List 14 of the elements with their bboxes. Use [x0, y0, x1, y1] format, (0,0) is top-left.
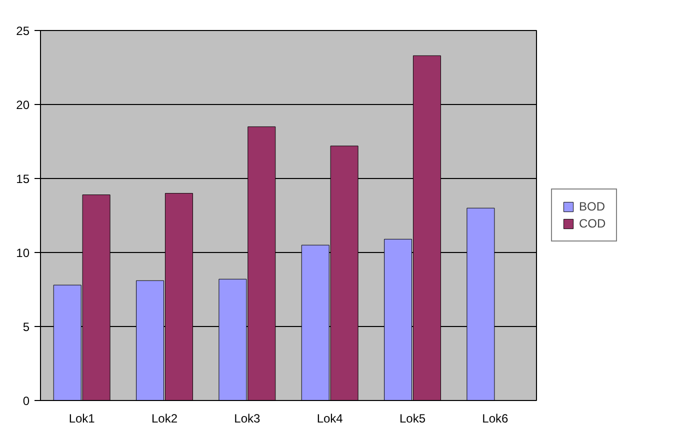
- x-tick-label: Lok3: [234, 412, 261, 426]
- y-tick-label: 25: [16, 24, 30, 38]
- y-tick-label: 15: [16, 172, 30, 186]
- x-tick-label: Lok6: [482, 412, 509, 426]
- x-tick-label: Lok2: [151, 412, 178, 426]
- legend-label: BOD: [579, 200, 606, 214]
- x-tick-label: Lok5: [399, 412, 426, 426]
- x-tick-label: Lok4: [316, 412, 344, 426]
- x-tick-label: Lok1: [68, 412, 96, 426]
- y-tick-label: 0: [22, 394, 30, 408]
- legend-label: COD: [579, 216, 606, 230]
- y-tick-label: 10: [16, 246, 30, 260]
- y-tick-label: 20: [16, 98, 30, 112]
- y-tick-label: 5: [22, 320, 30, 334]
